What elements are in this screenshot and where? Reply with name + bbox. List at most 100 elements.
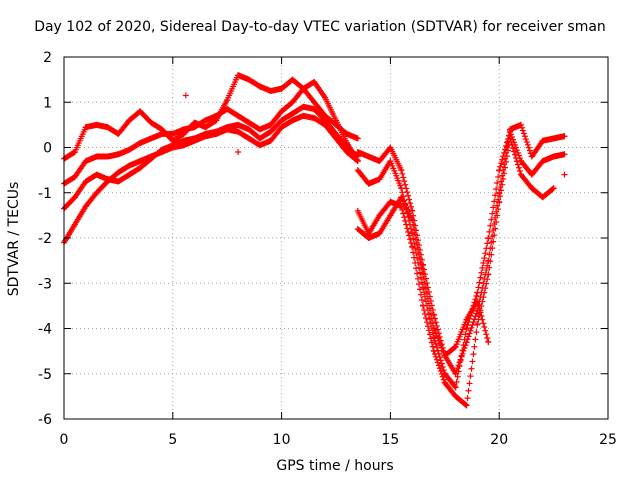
data-point: [481, 289, 488, 296]
data-point: [476, 279, 483, 286]
data-point: [440, 376, 447, 383]
y-tick-label: -4: [38, 322, 52, 338]
data-point: [456, 363, 463, 370]
data-point: [550, 185, 557, 192]
data-point: [489, 245, 496, 252]
data-point: [498, 160, 505, 167]
data-point: [421, 276, 428, 283]
data-point: [455, 368, 462, 375]
data-point: [481, 324, 488, 331]
data-point: [416, 269, 423, 276]
data-point: [422, 285, 429, 292]
series-trace-7: [354, 135, 557, 409]
data-point: [426, 331, 433, 338]
data-point: [525, 144, 532, 151]
data-point: [483, 245, 490, 252]
data-point: [408, 225, 415, 232]
y-tick-label: -6: [38, 412, 52, 428]
data-point: [476, 305, 483, 312]
data-point: [468, 365, 475, 372]
data-point: [420, 284, 427, 291]
data-point: [489, 210, 496, 217]
data-point: [411, 226, 418, 233]
data-point: [420, 271, 427, 278]
data-point: [501, 149, 508, 156]
series-trace-6: [354, 128, 568, 391]
data-point: [399, 170, 406, 177]
data-point: [482, 327, 489, 334]
data-point: [414, 270, 421, 277]
data-point: [430, 348, 437, 355]
outlier-points: [182, 92, 568, 178]
data-point: [411, 254, 418, 261]
data-point: [406, 196, 413, 203]
data-point: [417, 291, 424, 298]
data-point: [428, 339, 435, 346]
data-point: [507, 128, 514, 135]
data-point: [451, 344, 458, 351]
data-point: [425, 327, 432, 334]
data-point: [455, 362, 462, 369]
data-point: [416, 255, 423, 262]
data-point: [432, 341, 439, 348]
data-point: [413, 265, 420, 272]
series-trace-5: [354, 121, 568, 377]
data-point: [501, 170, 508, 177]
data-point: [409, 207, 416, 214]
data-point: [475, 284, 482, 291]
data-point: [434, 359, 441, 366]
data-point: [483, 267, 490, 274]
data-point: [484, 276, 491, 283]
series-trace-4: [61, 112, 361, 246]
data-point: [439, 373, 446, 380]
data-point: [400, 174, 407, 181]
data-point: [483, 280, 490, 287]
data-point: [407, 200, 414, 207]
data-point: [182, 92, 189, 99]
data-point: [410, 235, 417, 242]
data-point: [408, 203, 415, 210]
data-point: [478, 269, 485, 276]
data-point: [409, 230, 416, 237]
x-tick-label: 25: [599, 432, 617, 448]
data-point: [479, 316, 486, 323]
data-point: [469, 358, 476, 365]
data-point: [465, 387, 472, 394]
data-point: [499, 181, 506, 188]
y-tick-label: -2: [38, 231, 52, 247]
y-tick-label: 0: [43, 141, 52, 157]
data-point: [518, 124, 525, 131]
data-point: [498, 187, 505, 194]
data-point: [502, 146, 509, 153]
data-point: [438, 370, 445, 377]
data-point: [440, 367, 447, 374]
data-point: [521, 133, 528, 140]
data-point: [486, 264, 493, 271]
data-point: [458, 352, 465, 359]
data-point: [409, 216, 416, 223]
data-point: [481, 255, 488, 262]
series-trace-2: [61, 78, 361, 187]
data-point: [524, 141, 531, 148]
data-point: [522, 136, 529, 143]
data-point: [422, 315, 429, 322]
data-point: [431, 350, 438, 357]
data-point: [353, 157, 360, 164]
data-point: [435, 362, 442, 369]
data-point: [510, 145, 517, 152]
data-point: [487, 258, 494, 265]
data-point: [505, 147, 512, 154]
data-point: [407, 236, 414, 243]
data-point: [549, 186, 556, 193]
data-point: [507, 135, 514, 142]
data-point: [417, 274, 424, 281]
data-point: [428, 315, 435, 322]
data-point: [520, 130, 527, 137]
data-point: [465, 333, 472, 340]
data-point: [490, 204, 497, 211]
data-point: [474, 289, 481, 296]
data-point: [405, 228, 412, 235]
data-point: [414, 241, 421, 248]
y-tick-label: 2: [43, 50, 52, 66]
data-point: [464, 322, 471, 329]
